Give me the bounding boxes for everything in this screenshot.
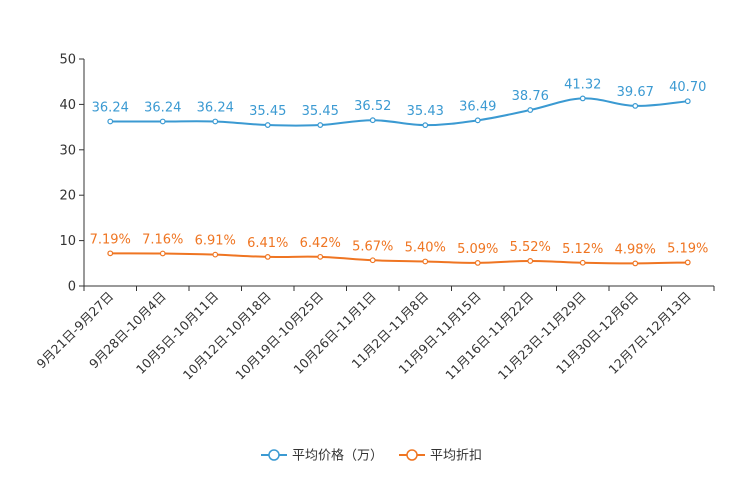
data-label: 4.98% <box>615 242 656 257</box>
data-label: 5.67% <box>352 239 393 254</box>
data-label: 7.19% <box>90 232 131 247</box>
series-line <box>110 97 688 127</box>
data-point <box>474 117 481 124</box>
y-axis: 0 10 20 30 40 50 <box>59 53 85 295</box>
data-label: 36.24 <box>144 100 181 115</box>
y-tick-label: 10 <box>59 234 76 249</box>
data-label: 5.52% <box>510 240 551 255</box>
x-tick-label: 10月19日-10月25日 <box>232 289 326 383</box>
series-2: 7.19% 7.16% 6.91% 6.41% 6.42% 5.67% 5.40% 5.09%… <box>90 232 708 267</box>
data-label: 5.40% <box>405 240 446 255</box>
legend-label: 平均折扣 <box>430 449 482 464</box>
data-point <box>212 118 219 125</box>
x-axis: 9月21日-9月27日9月28日-10月4日10月5日-10月11日10月12日… <box>33 285 715 383</box>
x-tick-label: 10月12日-10月18日 <box>180 289 274 383</box>
data-label: 35.43 <box>407 104 444 119</box>
data-point <box>369 117 376 124</box>
data-point <box>579 259 586 266</box>
data-label: 40.70 <box>669 80 706 95</box>
legend-item-1[interactable]: 平均价格（万） <box>261 448 383 464</box>
data-point <box>317 122 324 128</box>
data-label: 36.24 <box>197 100 234 115</box>
legend-swatch-marker <box>406 449 418 461</box>
y-tick-label: 30 <box>59 143 76 158</box>
data-label: 5.09% <box>457 242 498 257</box>
data-label: 38.76 <box>512 89 549 104</box>
y-tick-label: 50 <box>59 53 76 68</box>
legend-item-2[interactable]: 平均折扣 <box>399 449 482 464</box>
data-label: 5.12% <box>562 242 603 257</box>
data-label: 5.19% <box>667 241 708 256</box>
data-label: 7.16% <box>142 232 183 247</box>
legend-label: 平均价格（万） <box>292 448 383 464</box>
data-label: 6.42% <box>300 236 341 251</box>
x-tick-label: 11月16日-11月22日 <box>442 289 536 383</box>
y-tick-label: 0 <box>68 280 76 295</box>
data-label: 41.32 <box>564 77 601 92</box>
x-tick-label: 11月23日-11月29日 <box>495 289 589 383</box>
data-point <box>107 250 114 257</box>
data-point <box>684 98 691 105</box>
data-point <box>422 122 429 129</box>
legend-swatch-marker <box>268 449 280 461</box>
data-label: 36.52 <box>354 99 391 114</box>
data-label: 35.45 <box>302 104 339 119</box>
data-point <box>474 259 481 266</box>
data-label: 6.41% <box>247 236 288 251</box>
y-tick-label: 40 <box>59 98 76 113</box>
data-point <box>579 95 586 102</box>
data-point <box>264 253 271 260</box>
data-point <box>422 258 429 265</box>
series-layer: 36.24 36.24 36.24 35.45 35.45 36.52 35.43 36.49… <box>90 77 708 267</box>
data-label: 39.67 <box>617 85 654 100</box>
data-point <box>264 122 271 128</box>
series-1: 36.24 36.24 36.24 35.45 35.45 36.52 35.43 36.49… <box>92 77 706 129</box>
data-point <box>684 259 691 266</box>
data-label: 36.49 <box>459 99 496 114</box>
data-point <box>107 118 114 125</box>
series-line <box>110 252 688 265</box>
data-point <box>212 251 219 258</box>
data-point <box>527 258 534 264</box>
data-point <box>527 107 534 113</box>
data-point <box>159 250 166 257</box>
y-tick-label: 20 <box>59 189 76 204</box>
data-label: 35.45 <box>249 104 286 119</box>
data-point <box>159 118 166 125</box>
data-point <box>317 253 324 260</box>
data-point <box>632 102 639 109</box>
data-point <box>632 260 639 267</box>
data-point <box>369 257 376 264</box>
data-label: 6.91% <box>195 234 236 249</box>
legend[interactable]: 平均价格（万） 平均折扣 <box>261 448 482 464</box>
data-label: 36.24 <box>92 100 129 115</box>
